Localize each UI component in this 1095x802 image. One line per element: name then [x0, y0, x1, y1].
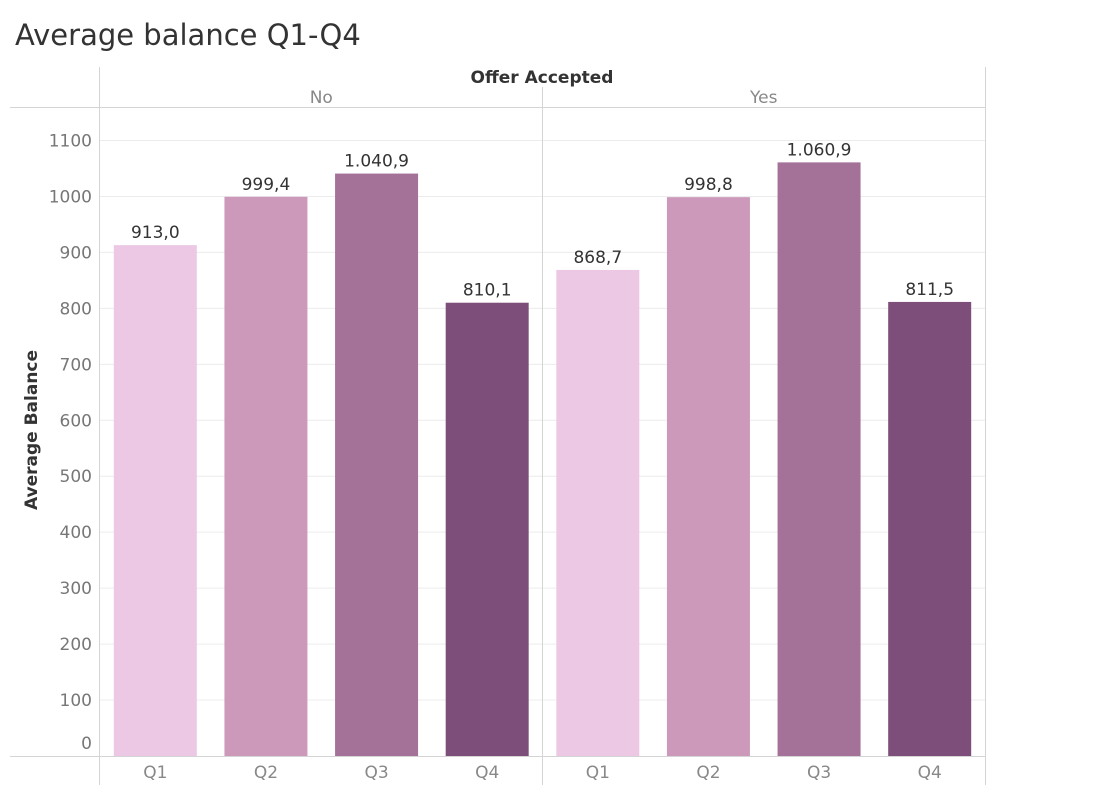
- x-tick-label-no-q4: Q4: [475, 763, 499, 783]
- x-tick-label-no-q2: Q2: [254, 763, 278, 783]
- bar-no-q1: [113, 245, 197, 756]
- panel-header-no: No: [310, 88, 333, 108]
- data-label-yes-q4: 811,5: [905, 280, 954, 300]
- y-tick-label-500: 500: [60, 467, 92, 487]
- y-tick-label-700: 700: [60, 355, 92, 375]
- x-tick-label-yes-q3: Q3: [807, 763, 831, 783]
- panel-header-yes: Yes: [749, 88, 778, 108]
- y-tick-label-0: 0: [81, 734, 92, 754]
- data-label-no-q4: 810,1: [463, 281, 512, 301]
- data-label-yes-q3: 1.060,9: [787, 140, 852, 160]
- x-tick-label-yes-q2: Q2: [696, 763, 720, 783]
- bar-yes-q4: [888, 301, 972, 756]
- y-tick-label-600: 600: [60, 411, 92, 431]
- bar-yes-q2: [666, 197, 750, 757]
- x-tick-label-no-q1: Q1: [143, 763, 167, 783]
- data-label-no-q2: 999,4: [242, 175, 291, 195]
- y-tick-label-900: 900: [60, 243, 92, 263]
- y-tick-label-1000: 1000: [49, 187, 92, 207]
- data-label-no-q1: 913,0: [131, 223, 180, 243]
- column-header-title: Offer Accepted: [471, 68, 614, 88]
- y-tick-label-200: 200: [60, 635, 92, 655]
- y-tick-label-300: 300: [60, 579, 92, 599]
- x-tick-label-no-q3: Q3: [364, 763, 388, 783]
- data-label-yes-q1: 868,7: [573, 248, 622, 268]
- bar-yes-q1: [556, 269, 640, 756]
- y-tick-label-400: 400: [60, 523, 92, 543]
- y-axis-title: Average Balance: [22, 350, 42, 510]
- bar-no-q4: [445, 302, 529, 756]
- chart-title: Average balance Q1-Q4: [15, 18, 361, 52]
- y-tick-label-1100: 1100: [49, 132, 92, 152]
- data-label-yes-q2: 998,8: [684, 175, 733, 195]
- y-tick-label-800: 800: [60, 299, 92, 319]
- bar-yes-q3: [777, 162, 861, 756]
- bar-no-q3: [335, 173, 419, 756]
- bar-no-q2: [224, 196, 308, 756]
- x-tick-label-yes-q4: Q4: [918, 763, 942, 783]
- x-tick-label-yes-q1: Q1: [586, 763, 610, 783]
- y-tick-label-100: 100: [60, 691, 92, 711]
- data-label-no-q3: 1.040,9: [344, 152, 409, 172]
